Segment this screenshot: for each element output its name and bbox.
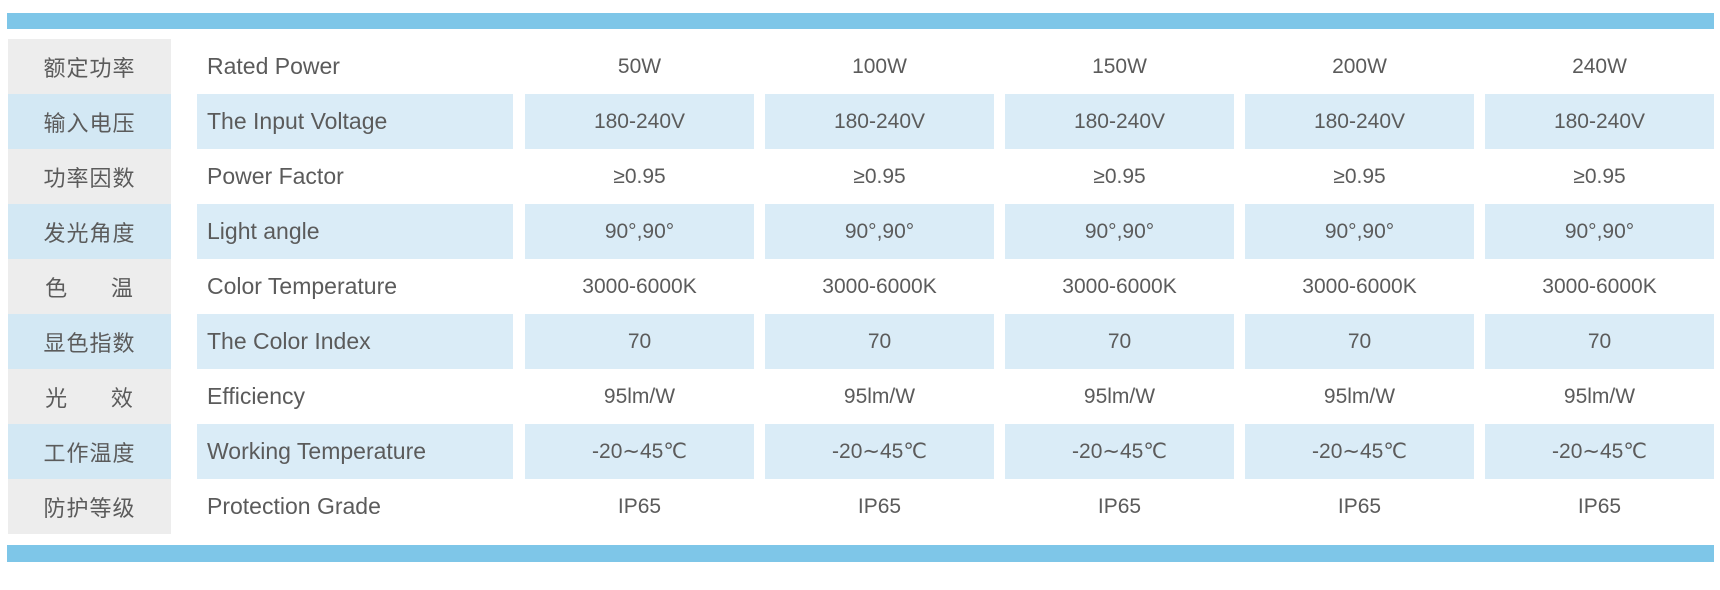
top-accent-bar [7, 13, 1714, 29]
cell-value: 70 [525, 314, 754, 369]
cell-value: 200W [1332, 54, 1387, 78]
cell-value: -20∼45℃ [765, 424, 994, 479]
table-row: 色 温 Color Temperature 3000-6000K 3000-60… [0, 259, 1720, 314]
cell-value: 3000-6000K [1542, 274, 1657, 298]
table-row: 输入电压 The Input Voltage 180-240V 180-240V… [0, 94, 1720, 149]
row-label-cn: 工作温度 [8, 424, 171, 479]
row-label-cn: 发光角度 [8, 204, 171, 259]
cell-value: ≥0.95 [613, 164, 666, 188]
cell-value: 180-240V [1005, 94, 1234, 149]
cell-value: 95lm/W [1563, 384, 1636, 408]
cell-value: 3000-6000K [1062, 274, 1177, 298]
cell-value: ≥0.95 [1573, 164, 1626, 188]
cell-value: 100W [852, 54, 907, 78]
cell-value: -20∼45℃ [1245, 424, 1474, 479]
cell-value: 3000-6000K [822, 274, 937, 298]
cell-value: 70 [1485, 314, 1714, 369]
row-label-en: Working Temperature [197, 424, 513, 479]
cell-value: 90°,90° [525, 204, 754, 259]
cell-value: 70 [765, 314, 994, 369]
cell-value: -20∼45℃ [525, 424, 754, 479]
cell-value: ≥0.95 [1333, 164, 1386, 188]
cell-value: 150W [1092, 54, 1147, 78]
cell-value: 3000-6000K [582, 274, 697, 298]
cell-value: IP65 [1577, 494, 1622, 518]
cell-value: 90°,90° [1485, 204, 1714, 259]
row-label-en: Protection Grade [207, 493, 381, 519]
cell-value: ≥0.95 [1093, 164, 1146, 188]
cell-value: IP65 [1097, 494, 1142, 518]
row-label-cn: 光 效 [8, 369, 171, 424]
row-label-cn: 功率因数 [8, 149, 171, 204]
cell-value: IP65 [1337, 494, 1382, 518]
cell-value: IP65 [857, 494, 902, 518]
row-label-en: Color Temperature [207, 273, 398, 299]
cell-value: 70 [1245, 314, 1474, 369]
cell-value: 70 [1005, 314, 1234, 369]
cell-value: -20∼45℃ [1005, 424, 1234, 479]
cell-value: 180-240V [1485, 94, 1714, 149]
row-label-en: The Color Index [197, 314, 513, 369]
table-row: 工作温度 Working Temperature -20∼45℃ -20∼45℃… [0, 424, 1720, 479]
bottom-accent-bar [7, 545, 1714, 562]
cell-value: 50W [617, 54, 662, 78]
cell-value: 180-240V [1245, 94, 1474, 149]
row-label-cn: 额定功率 [8, 39, 171, 94]
cell-value: 90°,90° [1245, 204, 1474, 259]
row-label-cn: 色 温 [8, 259, 171, 314]
row-label-cn: 显色指数 [8, 314, 171, 369]
row-label-en: Rated Power [207, 53, 340, 79]
cell-value: 240W [1572, 54, 1627, 78]
table-row: 显色指数 The Color Index 70 70 70 70 70 [0, 314, 1720, 369]
cell-value: 90°,90° [1005, 204, 1234, 259]
row-label-cn: 输入电压 [8, 94, 171, 149]
cell-value: ≥0.95 [853, 164, 906, 188]
table-row: 防护等级 Protection Grade IP65 IP65 IP65 IP6… [0, 479, 1720, 534]
cell-value: -20∼45℃ [1485, 424, 1714, 479]
row-label-en: Power Factor [207, 163, 344, 189]
cell-value: 180-240V [765, 94, 994, 149]
table-row: 额定功率 Rated Power 50W 100W 150W 200W 240W [0, 39, 1720, 94]
cell-value: 180-240V [525, 94, 754, 149]
table-row: 光 效 Efficiency 95lm/W 95lm/W 95lm/W 95lm… [0, 369, 1720, 424]
cell-value: 3000-6000K [1302, 274, 1417, 298]
row-label-en: Efficiency [207, 383, 306, 409]
table-row: 功率因数 Power Factor ≥0.95 ≥0.95 ≥0.95 ≥0.9… [0, 149, 1720, 204]
spec-table: 额定功率 Rated Power 50W 100W 150W 200W 240W… [0, 39, 1720, 534]
table-row: 发光角度 Light angle 90°,90° 90°,90° 90°,90°… [0, 204, 1720, 259]
row-label-cn: 防护等级 [8, 479, 171, 534]
cell-value: 95lm/W [603, 384, 676, 408]
cell-value: 95lm/W [1323, 384, 1396, 408]
cell-value: IP65 [617, 494, 662, 518]
row-label-en: The Input Voltage [197, 94, 513, 149]
row-label-en: Light angle [197, 204, 513, 259]
cell-value: 95lm/W [843, 384, 916, 408]
cell-value: 90°,90° [765, 204, 994, 259]
cell-value: 95lm/W [1083, 384, 1156, 408]
